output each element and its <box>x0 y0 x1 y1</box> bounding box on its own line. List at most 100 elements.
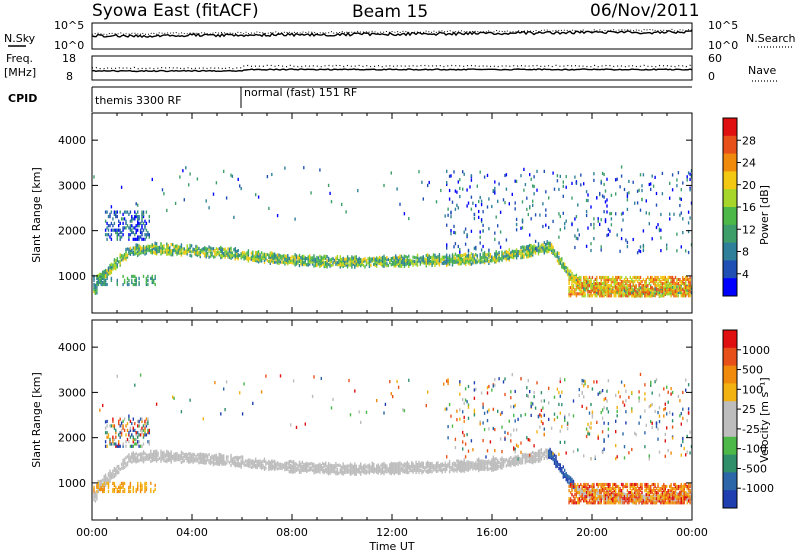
scatter-cell <box>675 276 676 279</box>
scatter-cell <box>331 200 332 203</box>
scatter-cell <box>389 463 390 466</box>
scatter-cell <box>440 463 441 466</box>
scatter-cell <box>474 397 475 400</box>
scatter-cell <box>480 236 481 239</box>
scatter-cell <box>163 192 164 195</box>
scatter-cell <box>144 238 145 241</box>
scatter-cell <box>172 455 173 458</box>
scatter-cell <box>583 489 584 492</box>
scatter-cell <box>360 421 361 424</box>
scatter-cell <box>224 461 225 464</box>
scatter-cell <box>496 461 497 464</box>
scatter-cell <box>615 212 616 215</box>
scatter-cell <box>421 181 422 184</box>
nave-label: Nave <box>748 64 776 77</box>
scatter-cell <box>689 216 690 219</box>
scatter-cell <box>631 286 632 289</box>
scatter-cell <box>464 434 465 437</box>
scatter-cell <box>507 459 508 462</box>
scatter-cell <box>679 204 680 207</box>
scatter-cell <box>337 464 338 467</box>
scatter-cell <box>453 231 454 234</box>
scatter-cell <box>614 285 615 288</box>
scatter-cell <box>517 457 518 460</box>
scatter-cell <box>179 175 180 178</box>
scatter-cell <box>214 454 215 457</box>
scatter-cell <box>526 197 527 200</box>
scatter-cell <box>484 251 485 254</box>
scatter-cell <box>500 458 501 461</box>
scatter-cell <box>120 424 121 427</box>
scatter-cell <box>357 258 358 261</box>
scatter-cell <box>566 451 567 454</box>
scatter-cell <box>216 251 217 254</box>
scatter-cell <box>599 276 600 279</box>
scatter-cell <box>544 433 545 436</box>
scatter-cell <box>367 470 368 473</box>
scatter-cell <box>509 252 510 255</box>
scatter-cell <box>127 247 128 250</box>
scatter-cell <box>405 259 406 262</box>
scatter-cell <box>548 401 549 404</box>
scatter-cell <box>557 251 558 254</box>
scatter-cell <box>136 202 137 205</box>
scatter-cell <box>131 452 132 455</box>
scatter-cell <box>206 199 207 202</box>
scatter-cell <box>105 233 106 236</box>
scatter-cell <box>131 422 132 425</box>
scatter-cell <box>487 205 488 208</box>
scatter-cell <box>618 288 619 291</box>
scatter-cell <box>459 178 460 181</box>
scatter-cell <box>117 263 118 266</box>
scatter-cell <box>633 181 634 184</box>
scatter-cell <box>541 409 542 412</box>
scatter-cell <box>582 379 583 382</box>
scatter-cell <box>245 253 246 256</box>
scatter-cell <box>587 284 588 287</box>
scatter-cell <box>175 245 176 248</box>
scatter-cell <box>621 276 622 279</box>
scatter-cell <box>106 269 107 272</box>
scatter-cell <box>579 280 580 283</box>
scatter-cell <box>335 470 336 473</box>
scatter-cell <box>300 256 301 259</box>
scatter-cell <box>173 245 174 248</box>
scatter-cell <box>195 455 196 458</box>
cpid-segment-2: normal (fast) 151 RF <box>244 86 357 99</box>
scatter-cell <box>611 290 612 293</box>
scatter-cell <box>665 292 666 295</box>
scatter-cell <box>114 258 115 261</box>
scatter-cell <box>192 248 193 251</box>
scatter-cell <box>450 466 451 469</box>
scatter-cell <box>354 255 355 258</box>
colorbar-swatch <box>723 118 737 136</box>
scatter-cell <box>471 252 472 255</box>
scatter-cell <box>243 461 244 464</box>
scatter-cell <box>248 249 249 252</box>
scatter-cell <box>570 491 571 494</box>
scatter-cell <box>560 377 561 380</box>
scatter-cell <box>159 246 160 249</box>
scatter-cell <box>634 276 635 279</box>
scatter-cell <box>114 211 115 214</box>
scatter-cell <box>310 256 311 259</box>
scatter-cell <box>401 255 402 258</box>
scatter-cell <box>471 179 472 182</box>
scatter-cell <box>576 215 577 218</box>
scatter-cell <box>474 388 475 391</box>
scatter-cell <box>254 255 255 258</box>
scatter-cell <box>468 249 469 252</box>
scatter-cell <box>348 464 349 467</box>
scatter-cell <box>421 256 422 259</box>
scatter-cell <box>573 290 574 293</box>
scatter-cell <box>519 250 520 253</box>
scatter-cell <box>462 431 463 434</box>
scatter-cell <box>598 489 599 492</box>
scatter-cell <box>488 385 489 388</box>
scatter-cell <box>669 197 670 200</box>
scatter-cell <box>656 276 657 279</box>
scatter-cell <box>515 404 516 407</box>
scatter-cell <box>574 217 575 220</box>
scatter-cell <box>203 453 204 456</box>
scatter-cell <box>662 282 663 285</box>
